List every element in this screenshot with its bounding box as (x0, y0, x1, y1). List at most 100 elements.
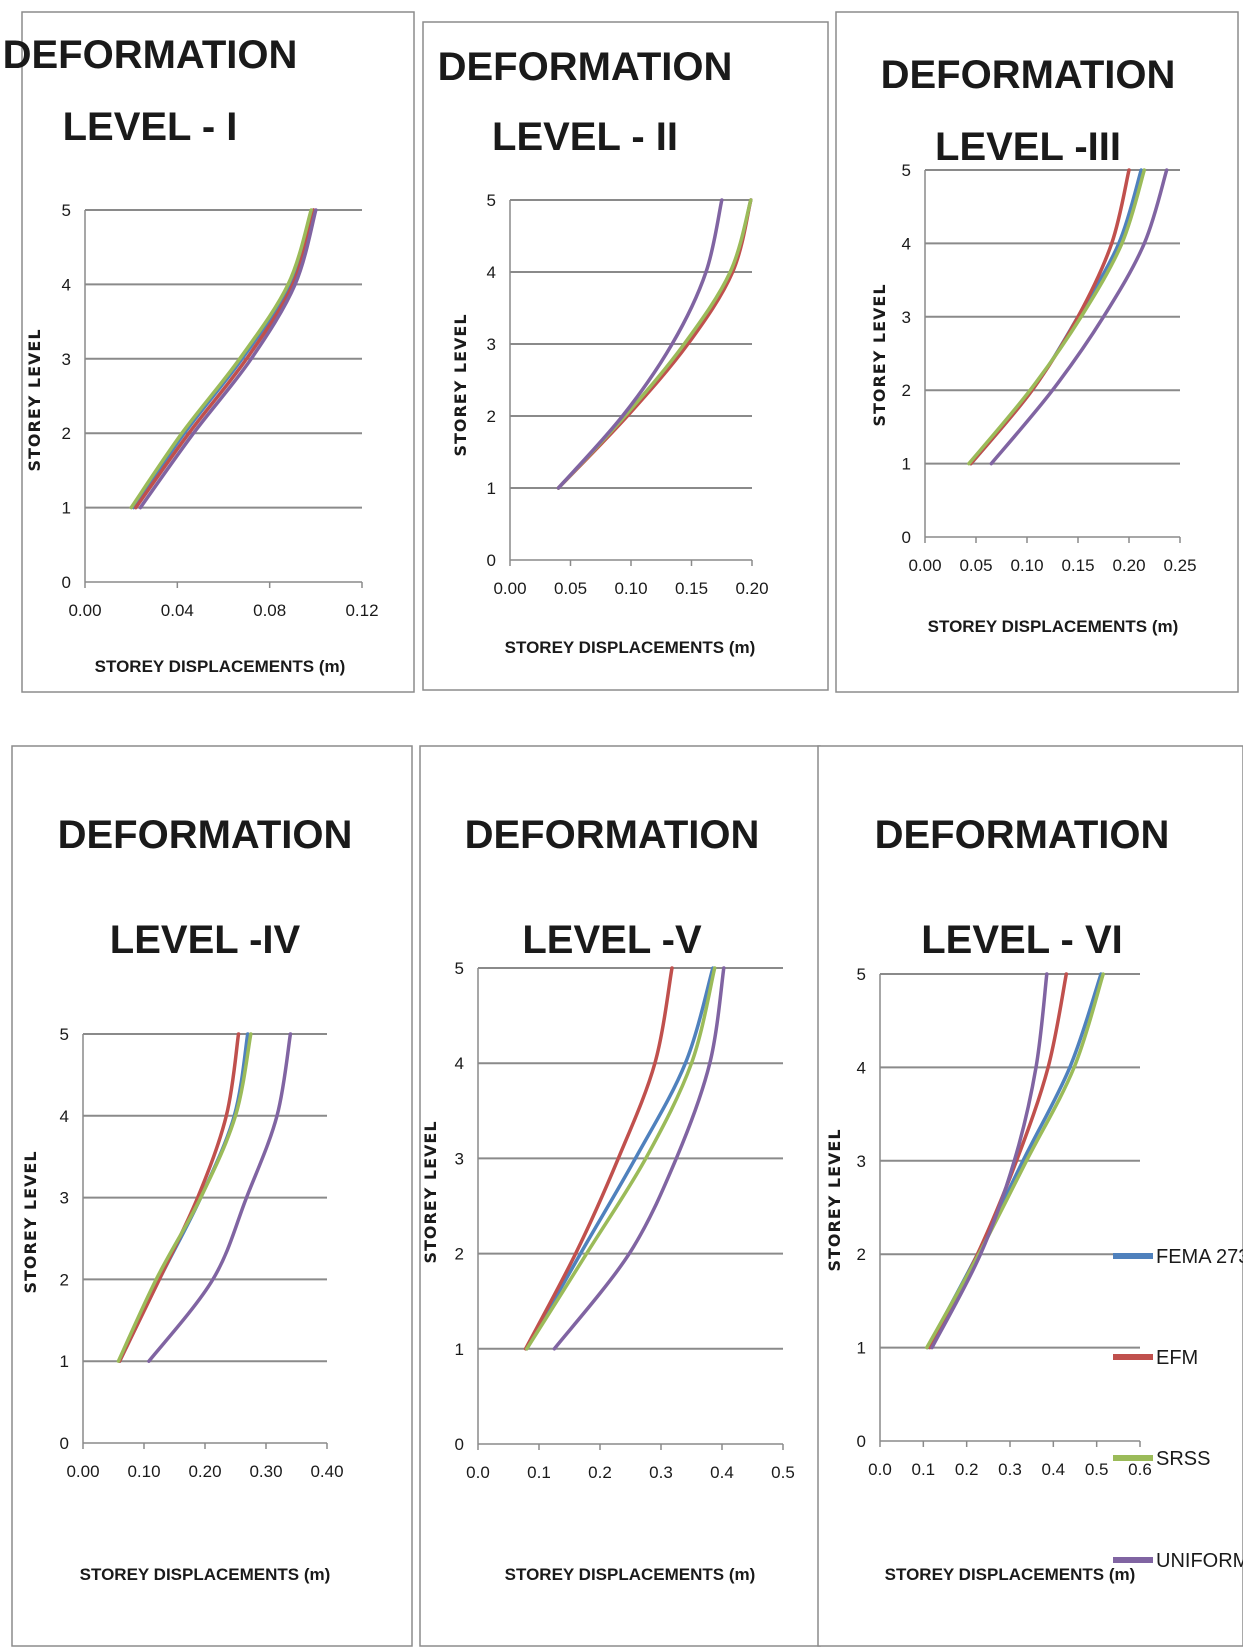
x-tick-label: 0.10 (1010, 556, 1043, 575)
x-tick-label: 0.20 (735, 579, 768, 598)
x-axis-label: STOREY DISPLACEMENTS (m) (505, 1565, 756, 1584)
chart-subtitle: LEVEL - VI (921, 918, 1123, 962)
chart-subtitle: LEVEL -IV (110, 918, 301, 962)
x-tick-label: 0.0 (868, 1460, 892, 1479)
x-axis-label: STOREY DISPLACEMENTS (m) (885, 1565, 1136, 1584)
chart-panel-border (419, 745, 821, 1647)
y-tick-label: 5 (455, 959, 464, 978)
x-tick-label: 0.05 (959, 556, 992, 575)
chart-panel-1: DEFORMATION LEVEL - I 0 1 2 3 4 5 0.00 0.04 0.08 0.… (3, 11, 415, 693)
chart-title: DEFORMATION (3, 33, 298, 77)
series-line-srss (116, 1032, 253, 1363)
chart-panel-6: DEFORMATION LEVEL - VI 0 1 2 3 4 5 0.0 0.1 0.2 0.3 0… (817, 745, 1243, 1647)
legend-label: EFM (1156, 1347, 1198, 1369)
series-line-efm (134, 208, 316, 510)
y-tick-label: 0 (487, 551, 496, 570)
x-tick-label: 0.2 (955, 1460, 979, 1479)
y-tick-label: 4 (455, 1054, 464, 1073)
x-tick-label: 0.1 (912, 1460, 936, 1479)
x-tick-label: 0.3 (998, 1460, 1022, 1479)
legend-item: UNIFORM (1113, 1550, 1243, 1572)
y-tick-label: 4 (60, 1107, 69, 1126)
chart-panel-2: DEFORMATION LEVEL - II 0 1 2 3 4 5 0.00 0.05 0.10 0… (422, 21, 829, 691)
y-tick-label: 0 (60, 1434, 69, 1453)
series-line-srss (925, 972, 1105, 1350)
x-tick-label: 0.00 (908, 556, 941, 575)
y-tick-label: 3 (60, 1189, 69, 1208)
x-tick-label: 0.20 (1112, 556, 1145, 575)
series-line-srss (525, 966, 717, 1351)
x-tick-label: 0.5 (1085, 1460, 1109, 1479)
legend-label: FEMA 273 (1156, 1246, 1243, 1268)
series-line-uniform (989, 168, 1169, 466)
chart-panel-3: DEFORMATION LEVEL -III 0 1 2 3 4 5 0.00 0.05 0.10 0… (835, 11, 1239, 693)
x-tick-label: 0.04 (161, 601, 194, 620)
y-tick-label: 2 (487, 407, 496, 426)
chart-title: DEFORMATION (438, 45, 733, 89)
y-tick-label: 3 (62, 350, 71, 369)
y-tick-label: 3 (487, 335, 496, 354)
y-axis-label: STOREY LEVEL (21, 1150, 40, 1293)
chart-panel-border (817, 745, 1243, 1647)
x-axis-label: STOREY DISPLACEMENTS (m) (80, 1565, 331, 1584)
y-tick-label: 0 (902, 528, 911, 547)
y-tick-label: 0 (62, 573, 71, 592)
y-axis-label: STOREY LEVEL (421, 1120, 440, 1263)
y-tick-label: 4 (487, 263, 496, 282)
series-line-efm (117, 1032, 241, 1363)
x-tick-label: 0.15 (1061, 556, 1094, 575)
y-axis-label: STOREY LEVEL (451, 313, 470, 456)
chart-subtitle: LEVEL -III (935, 125, 1121, 169)
y-tick-label: 1 (455, 1340, 464, 1359)
chart-title: DEFORMATION (875, 813, 1170, 857)
chart-title: DEFORMATION (465, 813, 760, 857)
x-tick-label: 0.00 (66, 1462, 99, 1481)
y-tick-label: 1 (487, 479, 496, 498)
chart-panel-5: DEFORMATION LEVEL -V 0 1 2 3 4 5 0.0 0.1 0.2 0.3 0.4… (419, 745, 821, 1647)
y-tick-label: 5 (60, 1025, 69, 1044)
y-axis-label: STOREY LEVEL (25, 328, 44, 471)
y-tick-label: 3 (455, 1149, 464, 1168)
chart-subtitle: LEVEL -V (522, 918, 702, 962)
chart-panel-border (422, 21, 829, 691)
y-tick-label: 2 (455, 1245, 464, 1264)
chart-panel-border (835, 11, 1239, 693)
x-tick-label: 0.10 (127, 1462, 160, 1481)
y-tick-label: 2 (62, 424, 71, 443)
y-tick-label: 1 (857, 1339, 866, 1358)
series-line-uniform (556, 198, 724, 490)
series-line-efm (969, 168, 1131, 466)
y-tick-label: 2 (60, 1270, 69, 1289)
series-line-uniform (147, 1032, 293, 1363)
y-tick-label: 0 (857, 1432, 866, 1451)
legend: FEMA 273 EFM SRSS UNIFORM (1113, 1246, 1243, 1572)
legend-item: EFM (1113, 1347, 1198, 1369)
y-tick-label: 3 (902, 308, 911, 327)
y-tick-label: 5 (487, 191, 496, 210)
x-axis-label: STOREY DISPLACEMENTS (m) (505, 638, 756, 657)
y-tick-label: 2 (857, 1245, 866, 1264)
x-tick-label: 0.08 (253, 601, 286, 620)
x-tick-label: 0.15 (675, 579, 708, 598)
x-tick-label: 0.10 (614, 579, 647, 598)
series-line-fema-273 (525, 966, 715, 1351)
x-tick-label: 0.3 (649, 1463, 673, 1482)
x-tick-label: 0.05 (554, 579, 587, 598)
x-tick-label: 0.00 (493, 579, 526, 598)
x-tick-label: 0.4 (1042, 1460, 1066, 1479)
y-tick-label: 0 (455, 1435, 464, 1454)
y-tick-label: 1 (60, 1352, 69, 1371)
chart-panel-border (11, 745, 413, 1647)
series-line-srss (129, 208, 313, 510)
x-tick-label: 0.2 (588, 1463, 612, 1482)
series-line-uniform (552, 966, 726, 1351)
y-tick-label: 4 (902, 234, 911, 253)
y-axis-label: STOREY LEVEL (825, 1128, 844, 1271)
series-line-srss (967, 168, 1147, 466)
legend-item: SRSS (1113, 1448, 1210, 1470)
x-tick-label: 0.6 (1128, 1460, 1152, 1479)
x-tick-label: 0.4 (710, 1463, 734, 1482)
y-tick-label: 5 (902, 161, 911, 180)
y-tick-label: 2 (902, 381, 911, 400)
